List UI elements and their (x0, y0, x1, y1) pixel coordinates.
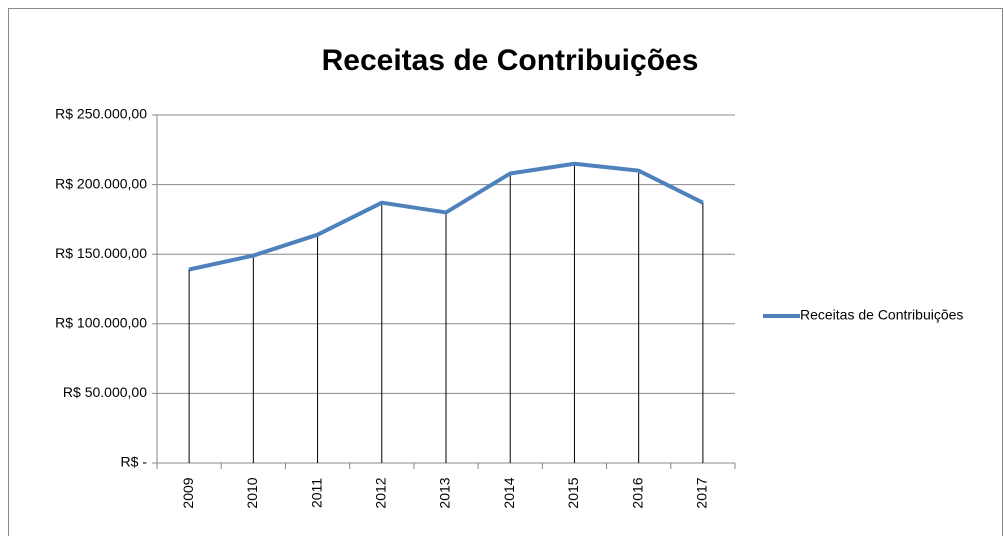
chart-title: Receitas de Contribuições (322, 44, 699, 77)
x-tick-label: 2012 (372, 477, 388, 508)
series-line (188, 161, 704, 272)
y-tick-label: R$ 50.000,00 (63, 384, 147, 400)
x-tick-label: 2010 (244, 477, 260, 508)
chart-border (8, 8, 1003, 536)
x-tick-label: 2014 (501, 477, 517, 508)
x-tick-label: 2016 (629, 477, 645, 508)
x-tick-label: 2011 (308, 478, 324, 508)
y-tick-label: R$ - (121, 454, 148, 470)
x-tick-label: 2009 (180, 477, 196, 508)
x-tick-label: 2015 (565, 477, 581, 508)
y-tick-label: R$ 100.000,00 (55, 315, 147, 331)
y-tick-label: R$ 250.000,00 (55, 106, 147, 122)
x-tick-label: 2013 (437, 477, 453, 508)
y-tick-label: R$ 150.000,00 (55, 245, 147, 261)
x-tick-label: 2017 (694, 477, 710, 508)
legend-label: Receitas de Contribuições (800, 307, 963, 323)
y-tick-label: R$ 200.000,00 (55, 175, 147, 191)
